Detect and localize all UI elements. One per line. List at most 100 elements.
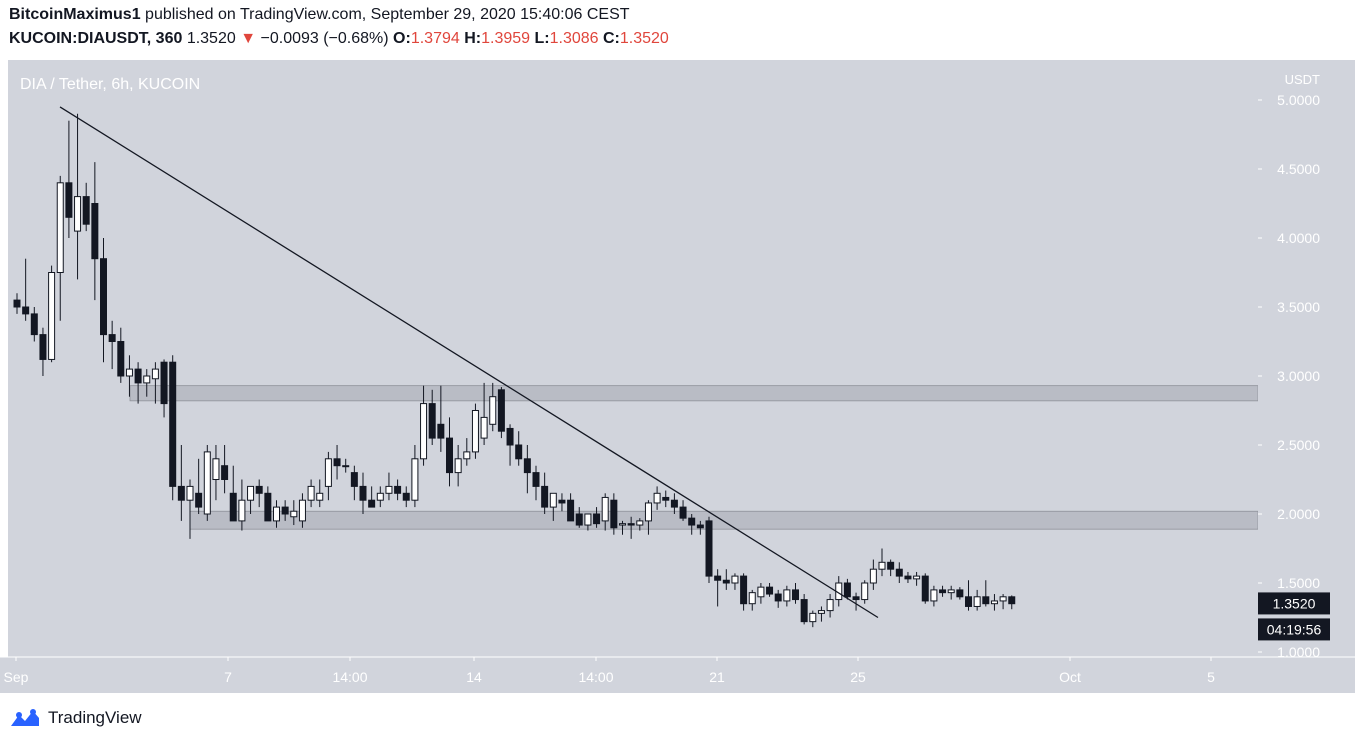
candle (446, 417, 453, 487)
candle-body (705, 520, 713, 577)
candle (515, 431, 523, 466)
candle (203, 445, 211, 521)
candle (238, 479, 246, 531)
time-tick-label: Oct (1059, 669, 1081, 685)
candle-body (143, 375, 151, 384)
candle (169, 355, 177, 501)
candle (13, 293, 21, 314)
countdown-tag-label: 04:19:56 (1267, 621, 1322, 637)
candle-body (740, 575, 748, 605)
plot-area[interactable] (8, 60, 1258, 657)
candle-body (895, 568, 903, 577)
price-tick-label: 3.5000 (1277, 299, 1320, 315)
candle (947, 585, 955, 600)
candle-body (437, 423, 445, 439)
candle-body (593, 513, 601, 525)
candle-body (30, 313, 38, 336)
candle (255, 479, 263, 508)
candle (151, 362, 159, 404)
price-tick-label: 2.5000 (1277, 437, 1320, 453)
candle (748, 589, 756, 611)
price-tick-label: 1.0000 (1277, 644, 1320, 660)
candle-body (56, 182, 64, 273)
candle (904, 571, 912, 583)
candle (584, 513, 592, 531)
candle-body (636, 520, 644, 526)
candle (186, 479, 194, 539)
pane-title: DIA / Tether, 6h, KUCOIN (20, 76, 200, 93)
price-tick-label: 4.5000 (1277, 161, 1320, 177)
candle (826, 594, 834, 618)
open-label: O: (393, 30, 411, 47)
price-chart[interactable]: DIA / Tether, 6h, KUCOIN USDT 5.0000 4.500… (0, 0, 1355, 700)
candle (428, 389, 436, 445)
candle-body (515, 444, 523, 460)
candle-body (679, 506, 687, 519)
candle (100, 238, 107, 363)
candle-body (255, 485, 263, 494)
candle (688, 514, 696, 535)
price-axis[interactable]: USDT 5.0000 4.5000 4.0000 3.5000 3.0000 2.5000… (1258, 60, 1355, 660)
price-tick-label: 2.0000 (1277, 506, 1320, 522)
candle-body (402, 492, 410, 501)
candle-body (350, 472, 358, 487)
time-axis[interactable]: Sep 7 14:00 14 14:00 21 25 Oct 5 (0, 656, 1355, 693)
last-price-tag (1258, 592, 1330, 615)
candle-body (394, 485, 402, 494)
candle (705, 516, 713, 583)
tradingview-logo[interactable]: TradingView (8, 706, 142, 730)
time-tick-label: 25 (850, 669, 866, 685)
time-tick-label: 7 (224, 669, 232, 685)
candle (878, 548, 886, 577)
candle (549, 492, 557, 521)
low-value: 1.3086 (549, 30, 599, 47)
time-tick-label: 21 (709, 669, 725, 685)
candle-body (22, 306, 30, 315)
candle-body (558, 499, 566, 504)
tradingview-brand: TradingView (48, 708, 142, 727)
candle (497, 387, 505, 439)
candle-body (627, 523, 635, 526)
open-value: 1.3794 (410, 30, 460, 47)
candle-body (290, 510, 298, 518)
candle (281, 500, 289, 521)
candle (359, 472, 367, 514)
candle-body (212, 458, 220, 480)
price-tick-label: 4.0000 (1277, 230, 1320, 246)
author-name[interactable]: BitcoinMaximus1 (9, 6, 141, 23)
last-price: 1.3520 (186, 30, 236, 47)
candle (800, 594, 808, 625)
candle-body (800, 599, 808, 623)
tradingview-cloud-icon (11, 709, 39, 726)
candle (56, 175, 64, 321)
candle-body (696, 524, 704, 529)
candle-body (670, 499, 678, 508)
candle-body (817, 610, 825, 614)
candle-body (930, 589, 938, 602)
candle-body (497, 389, 505, 432)
candle-body (887, 561, 895, 570)
zone-rect (129, 385, 1259, 402)
candle (558, 493, 566, 512)
high-label: H: (464, 30, 482, 47)
price-axis-unit: USDT (1285, 72, 1320, 87)
candle (376, 486, 384, 508)
candle-body (186, 485, 194, 501)
candle-body (549, 492, 557, 508)
candle (567, 493, 575, 522)
candle (913, 571, 921, 586)
candle (290, 500, 298, 526)
candle-body (748, 592, 756, 605)
candle-body (100, 258, 107, 336)
candle (264, 486, 272, 522)
candle (229, 465, 237, 522)
candle (342, 458, 350, 473)
candle-body (48, 272, 56, 360)
candle-body (722, 579, 730, 584)
candle (627, 516, 635, 539)
candle-body (91, 203, 99, 260)
candle-body (298, 499, 306, 522)
candle (324, 451, 332, 501)
candle-body (878, 561, 886, 570)
candle-body (584, 513, 592, 526)
